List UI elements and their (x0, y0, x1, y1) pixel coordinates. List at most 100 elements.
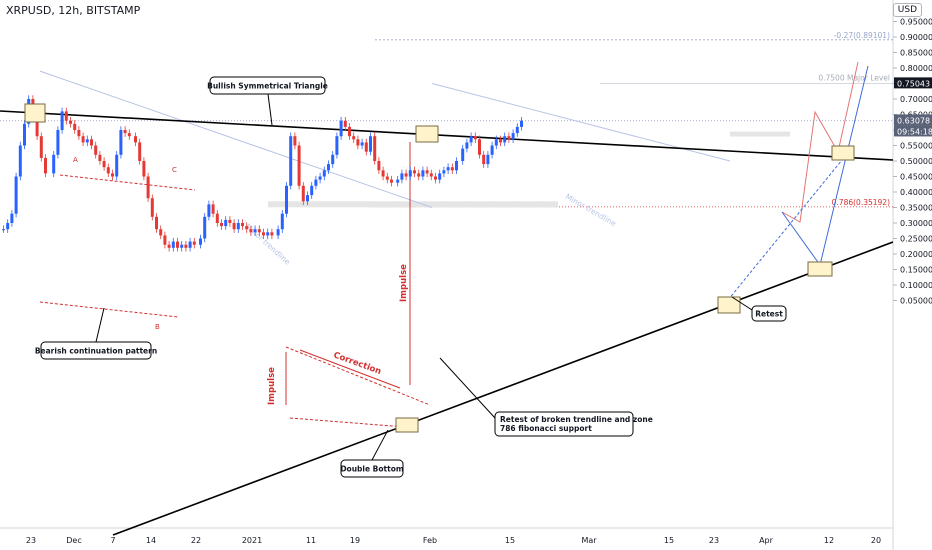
candle-body (396, 179, 400, 183)
candle-body (249, 229, 253, 233)
support-zone (268, 201, 558, 208)
candle-body (434, 176, 437, 180)
x-tick-label: Dec (66, 536, 81, 545)
fib-027-label: -0.27(0.89101) (834, 31, 890, 40)
candle-body (10, 213, 14, 223)
candle-body (184, 244, 188, 248)
y-tick-label: 0.20000 (900, 250, 932, 259)
x-tick-label: 11 (306, 536, 316, 545)
x-tick-label: 23 (709, 536, 719, 545)
candle-body (35, 117, 39, 137)
candle-body (297, 145, 301, 186)
bearish-callout-box (40, 341, 152, 360)
x-tick-label: 15 (505, 536, 515, 545)
candle-body (331, 154, 335, 165)
triangle-callout-leader (267, 93, 273, 126)
candle-body (52, 154, 56, 174)
correction-top (285, 346, 431, 406)
candle-body (119, 130, 123, 155)
candle-body (446, 167, 450, 171)
y-tick-label: 0.90000 (900, 33, 932, 42)
x-tick-label: Feb (423, 536, 437, 545)
highlight-box (831, 145, 855, 161)
candle-body (39, 136, 43, 158)
candle-body (60, 111, 64, 130)
y-tick-label: 0.10000 (900, 281, 932, 290)
price-label-bg (894, 114, 932, 126)
candle-body (232, 223, 236, 230)
candle-body (285, 185, 288, 214)
candle-body (461, 148, 465, 161)
candle-body (339, 120, 343, 137)
candle-body (314, 179, 318, 186)
x-tick-label: 12 (824, 536, 834, 545)
bearish-callout-text: Bearish continuation pattern (35, 347, 157, 356)
candle-body (322, 170, 326, 177)
candle-body (155, 216, 158, 230)
candle-body (211, 204, 215, 214)
x-tick-label: 22 (191, 536, 201, 545)
y-tick-label: 0.70000 (900, 95, 932, 104)
candle-body (228, 219, 232, 223)
candle-body (81, 136, 85, 143)
candle-body (94, 145, 98, 155)
candle-body (224, 219, 228, 227)
currency-button[interactable]: USD (892, 3, 922, 17)
highlight-box (717, 296, 741, 314)
candle-body (327, 164, 330, 171)
y-tick-label: 0.05000 (900, 297, 932, 306)
candle-body (85, 139, 89, 143)
candle-body (276, 229, 280, 236)
price-label-text: 0.75043 (897, 79, 930, 88)
x-tick-label: 2021 (242, 536, 262, 545)
candle-body (360, 142, 364, 146)
candle-body (44, 157, 47, 174)
x-tick-label: 20 (871, 536, 881, 545)
candle-body (421, 170, 425, 177)
candle-body (220, 223, 223, 227)
candle-body (98, 154, 102, 161)
x-tick-label: Apr (759, 536, 774, 545)
candle-body (23, 123, 26, 146)
price-label-bg (894, 77, 932, 89)
candle-body (115, 154, 119, 177)
candle-body (293, 136, 297, 146)
candle-body (2, 229, 5, 231)
retest2-callout-text: Retest (755, 310, 783, 319)
candle-body (408, 170, 412, 177)
candle-body (511, 133, 515, 140)
channel-top (59, 174, 196, 191)
highlight-box (807, 261, 833, 277)
candle-body (77, 130, 81, 137)
candle-body (171, 241, 175, 248)
y-tick-label: 0.55000 (900, 142, 932, 151)
candle-body (499, 139, 502, 143)
double-bottom-callout-box (340, 459, 404, 478)
candle-body (385, 176, 389, 180)
candle-body (373, 136, 377, 161)
candle-body (377, 161, 381, 171)
candle-body (364, 142, 368, 152)
candle-body (73, 123, 77, 130)
candle-body (473, 136, 477, 140)
x-tick-label: 15 (664, 536, 674, 545)
retest-callout-text: Retest of broken trendline and zone (500, 415, 653, 424)
candle-body (102, 161, 106, 168)
retest-callout-text: 786 fibonacci support (500, 424, 592, 433)
candle-body (318, 176, 322, 180)
candle-body (215, 213, 219, 223)
candle-body (400, 173, 404, 180)
candle-body (241, 223, 244, 227)
retest2-callout-leader (731, 296, 753, 311)
double-bottom-callout-leader (371, 429, 389, 461)
triangle-lower-line (112, 241, 894, 536)
highlight-box (395, 417, 419, 433)
candle-body (343, 120, 347, 127)
y-tick-label: 0.15000 (900, 266, 932, 275)
y-tick-label: 0.40000 (900, 188, 932, 197)
candle-body (180, 244, 184, 248)
candle-body (520, 120, 523, 127)
candle-body (515, 126, 519, 134)
y-tick-label: 0.50000 (900, 157, 932, 166)
